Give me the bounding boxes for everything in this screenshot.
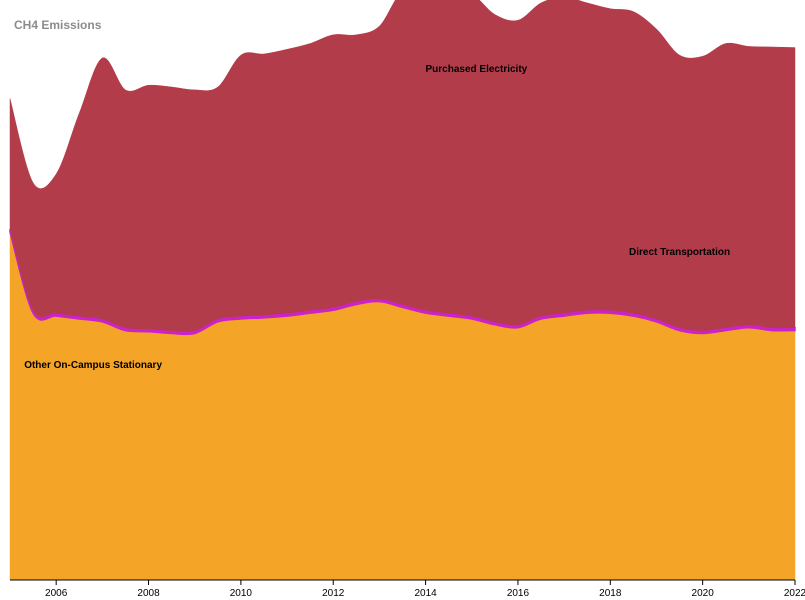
series-label: Purchased Electricity bbox=[426, 64, 528, 75]
x-tick-label: 2020 bbox=[692, 588, 715, 599]
x-axis: 2006 2008 2010 2012 2014 2016 2018 2020 2022 bbox=[10, 579, 805, 599]
x-tick-label: 2022 bbox=[784, 588, 805, 599]
x-tick-label: 2010 bbox=[230, 588, 253, 599]
x-tick-label: 2006 bbox=[45, 588, 68, 599]
chart-title: CH4 Emissions bbox=[14, 18, 102, 32]
series-labels: Purchased Electricity Direct Transportati… bbox=[24, 64, 730, 371]
x-tick-label: 2018 bbox=[599, 588, 622, 599]
x-tick-label: 2014 bbox=[414, 588, 437, 599]
area-layers bbox=[9, 0, 796, 581]
area-purchased-electricity[interactable] bbox=[9, 0, 796, 332]
x-tick-label: 2012 bbox=[322, 588, 345, 599]
series-label: Other On-Campus Stationary bbox=[24, 360, 162, 371]
x-tick-label: 2008 bbox=[137, 588, 160, 599]
series-label: Direct Transportation bbox=[629, 247, 730, 258]
x-tick-label: 2016 bbox=[507, 588, 530, 599]
